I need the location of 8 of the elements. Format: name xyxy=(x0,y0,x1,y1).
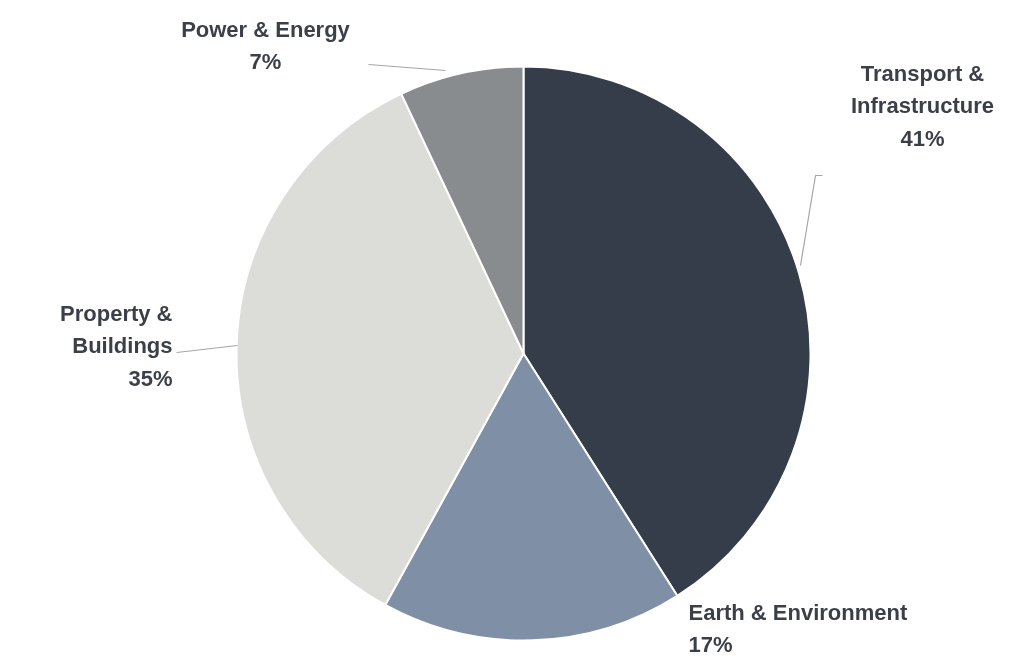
data-label: 35% xyxy=(128,365,173,391)
data-label: 17% xyxy=(688,632,733,658)
slice-label: Property & Buildings xyxy=(60,300,173,358)
data-label: 41% xyxy=(900,125,945,151)
slice-label: Power & Energy xyxy=(181,16,351,42)
slice-label: Transport & Infrastructure xyxy=(850,60,995,118)
data-label: 7% xyxy=(249,49,282,75)
slice-label: Earth & Environment xyxy=(688,599,908,625)
